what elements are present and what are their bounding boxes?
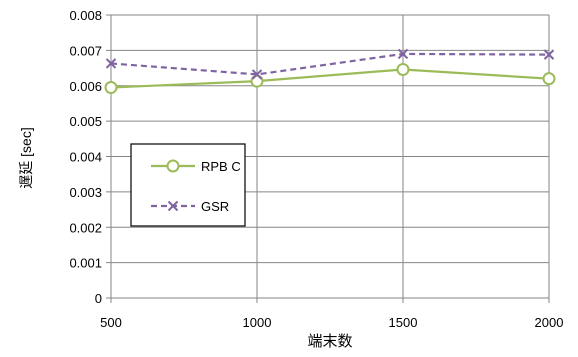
x-tick-labels: 500 1000 1500 2000 — [100, 315, 563, 330]
y-tick-label: 0.007 — [69, 43, 102, 58]
y-tick-label: 0.003 — [69, 185, 102, 200]
x-tick-label: 1000 — [243, 315, 272, 330]
y-tick-label: 0.004 — [69, 150, 102, 165]
data-point-gsr — [397, 48, 409, 60]
legend-entry-gsr: GSR — [151, 199, 229, 214]
legend-entry-rpbc: RPB C — [151, 159, 241, 174]
series-line-gsr — [110, 52, 550, 76]
y-tick-label: 0.008 — [69, 8, 102, 23]
data-point-rpbc — [104, 81, 118, 95]
data-point-gsr — [105, 58, 117, 69]
y-tick-label: 0 — [95, 291, 102, 306]
x-tick-label: 1500 — [389, 315, 418, 330]
y-tick-label: 0.002 — [69, 220, 102, 235]
data-point-gsr — [543, 49, 555, 60]
data-point-gsr — [251, 69, 263, 80]
data-point-rpbc — [396, 62, 410, 76]
legend-label: RPB C — [201, 159, 241, 174]
y-tick-label: 0.001 — [69, 256, 102, 271]
series-gsr — [105, 48, 555, 80]
legend-box — [130, 143, 246, 227]
x-axis-label: 端末数 — [307, 333, 352, 350]
y-tick-labels: 0 0.001 0.002 0.003 0.004 0.005 0.006 0.007 0.00… — [69, 8, 102, 306]
y-tick-label: 0.006 — [69, 79, 102, 94]
data-point-rpbc — [542, 72, 556, 86]
y-axis-label: 遅延 [sec] — [18, 127, 34, 188]
y-tick-label: 0.005 — [69, 114, 102, 129]
legend-marker — [167, 200, 179, 212]
legend: RPB C GSR — [130, 143, 246, 227]
x-tick-label: 500 — [100, 315, 122, 330]
x-tick-label: 2000 — [535, 315, 564, 330]
series — [104, 48, 556, 95]
series-line-rpbc — [110, 68, 550, 89]
legend-label: GSR — [201, 199, 229, 214]
legend-marker — [166, 159, 180, 173]
